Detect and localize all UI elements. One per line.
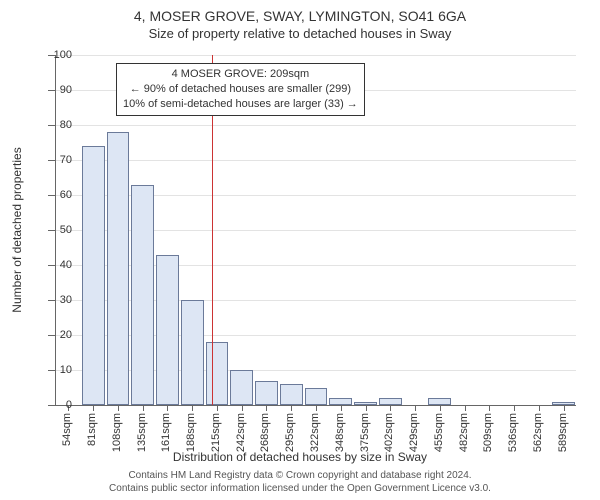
x-tick xyxy=(167,405,168,411)
y-tick-label: 10 xyxy=(60,364,72,376)
x-tick xyxy=(514,405,515,411)
x-tick-label: 242sqm xyxy=(235,413,247,452)
x-tick-label: 455sqm xyxy=(433,413,445,452)
x-tick-label: 402sqm xyxy=(383,413,395,452)
x-tick-label: 509sqm xyxy=(482,413,494,452)
bar xyxy=(230,370,253,405)
x-tick-label: 188sqm xyxy=(185,413,197,452)
x-tick xyxy=(217,405,218,411)
x-tick-label: 348sqm xyxy=(334,413,346,452)
y-tick xyxy=(48,405,56,406)
chart-footer: Contains HM Land Registry data © Crown c… xyxy=(0,469,600,495)
bar xyxy=(428,398,451,405)
annotation-box: 4 MOSER GROVE: 209sqm← 90% of detached h… xyxy=(116,63,365,116)
y-tick xyxy=(48,300,56,301)
y-tick xyxy=(48,230,56,231)
x-tick-label: 135sqm xyxy=(136,413,148,452)
footer-line-1: Contains HM Land Registry data © Crown c… xyxy=(0,469,600,482)
annotation-line-3: 10% of semi-detached houses are larger (… xyxy=(123,97,358,112)
grid-line xyxy=(56,125,576,126)
y-tick-label: 20 xyxy=(60,329,72,341)
x-tick xyxy=(266,405,267,411)
footer-line-2: Contains public sector information licen… xyxy=(0,482,600,495)
x-tick-label: 54sqm xyxy=(61,413,73,446)
x-tick xyxy=(465,405,466,411)
y-tick-label: 70 xyxy=(60,154,72,166)
bar xyxy=(206,342,229,405)
x-tick xyxy=(390,405,391,411)
y-tick-label: 30 xyxy=(60,294,72,306)
x-tick xyxy=(341,405,342,411)
y-tick xyxy=(48,335,56,336)
y-tick-label: 0 xyxy=(66,399,72,411)
x-tick-label: 268sqm xyxy=(259,413,271,452)
bar xyxy=(82,146,105,405)
x-tick xyxy=(143,405,144,411)
x-tick xyxy=(316,405,317,411)
x-tick-label: 161sqm xyxy=(160,413,172,452)
x-tick-label: 482sqm xyxy=(458,413,470,452)
x-tick xyxy=(489,405,490,411)
y-tick xyxy=(48,195,56,196)
bar xyxy=(280,384,303,405)
x-tick-label: 375sqm xyxy=(359,413,371,452)
y-tick xyxy=(48,125,56,126)
grid-line xyxy=(56,160,576,161)
x-tick-label: 322sqm xyxy=(309,413,321,452)
plot-area: 4 MOSER GROVE: 209sqm← 90% of detached h… xyxy=(55,55,576,406)
bar xyxy=(255,381,278,406)
x-tick xyxy=(366,405,367,411)
x-tick-label: 108sqm xyxy=(111,413,123,452)
x-tick-label: 295sqm xyxy=(284,413,296,452)
bar xyxy=(107,132,130,405)
y-tick-label: 100 xyxy=(54,49,72,61)
x-tick xyxy=(415,405,416,411)
x-tick xyxy=(440,405,441,411)
bar xyxy=(305,388,328,406)
x-tick-label: 589sqm xyxy=(557,413,569,452)
chart-title-sub: Size of property relative to detached ho… xyxy=(0,24,600,41)
y-tick xyxy=(48,265,56,266)
bar xyxy=(156,255,179,406)
y-tick-label: 60 xyxy=(60,189,72,201)
annotation-line-2: ← 90% of detached houses are smaller (29… xyxy=(123,82,358,97)
chart-title-main: 4, MOSER GROVE, SWAY, LYMINGTON, SO41 6G… xyxy=(0,0,600,24)
x-tick xyxy=(291,405,292,411)
y-tick-label: 50 xyxy=(60,224,72,236)
y-tick xyxy=(48,90,56,91)
y-tick-label: 80 xyxy=(60,119,72,131)
annotation-line-1: 4 MOSER GROVE: 209sqm xyxy=(123,67,358,82)
y-axis-label: Number of detached properties xyxy=(10,147,24,312)
x-tick-label: 429sqm xyxy=(408,413,420,452)
x-tick xyxy=(564,405,565,411)
bar xyxy=(131,185,154,406)
x-tick xyxy=(93,405,94,411)
y-tick-label: 40 xyxy=(60,259,72,271)
y-tick xyxy=(48,160,56,161)
x-tick-label: 562sqm xyxy=(532,413,544,452)
x-tick xyxy=(242,405,243,411)
y-tick xyxy=(48,370,56,371)
y-tick-label: 90 xyxy=(60,84,72,96)
x-tick xyxy=(192,405,193,411)
x-tick-label: 81sqm xyxy=(86,413,98,446)
x-tick-label: 536sqm xyxy=(507,413,519,452)
grid-line xyxy=(56,55,576,56)
x-tick xyxy=(539,405,540,411)
bar xyxy=(329,398,352,405)
bar xyxy=(379,398,402,405)
x-tick-label: 215sqm xyxy=(210,413,222,452)
x-tick xyxy=(118,405,119,411)
bar xyxy=(181,300,204,405)
